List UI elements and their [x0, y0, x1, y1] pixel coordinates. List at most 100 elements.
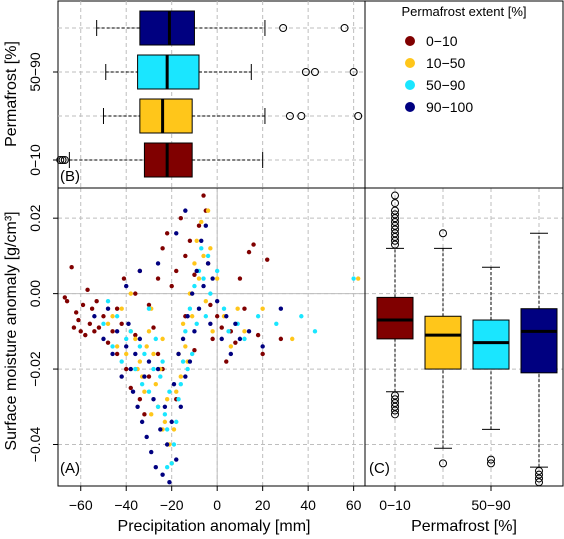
legend-frame: [365, 1, 563, 188]
panel-a-point: [165, 427, 169, 431]
panel-a-point: [195, 269, 199, 273]
panel-a-point: [199, 246, 203, 250]
panel-a-point: [151, 367, 155, 371]
panel-a-point: [119, 322, 123, 326]
panel-a-point: [229, 352, 233, 356]
panel-a-point: [138, 344, 142, 348]
panel-a-point: [256, 314, 260, 318]
legend: Permafrost extent [%] 0−1010−5050−9090−1…: [365, 1, 563, 188]
panel-a-point: [144, 435, 148, 439]
panel-a-point: [160, 472, 164, 476]
panel-a-point: [101, 337, 105, 341]
panel-a-point: [110, 314, 114, 318]
panel-a-point: [94, 299, 98, 303]
panel-a-point: [170, 461, 174, 465]
panel-a-point: [163, 412, 167, 416]
panel-a-point: [133, 337, 137, 341]
panel-a-point: [220, 325, 224, 329]
panel-a-point: [199, 220, 203, 224]
panel-a-point: [156, 367, 160, 371]
panel-a-point: [210, 276, 214, 280]
panel-a-point: [190, 352, 194, 356]
panel-a-xlabel: Precipitation anomaly [mm]: [118, 518, 311, 535]
panel-a-point: [183, 374, 187, 378]
panel-a-xtick-label: −40: [114, 497, 138, 513]
panel-a-xtick-label: 40: [300, 497, 316, 513]
panel-a-point: [165, 442, 169, 446]
panel-a-point: [222, 307, 226, 311]
panel-a-point: [147, 307, 151, 311]
panel-a-point: [208, 322, 212, 326]
panel-a-point: [290, 337, 294, 341]
panel-c-xtick-label: 50−90: [471, 497, 511, 513]
panel-a-point: [140, 382, 144, 386]
panel-a-point: [81, 303, 85, 307]
panel-a-point: [133, 367, 137, 371]
panel-c-xtick-label: 0−10: [379, 497, 411, 513]
panel-a-point: [129, 291, 133, 295]
panel-a-point: [279, 337, 283, 341]
panel-a-point: [147, 374, 151, 378]
panel-a-ytick-label: 0.00: [27, 280, 43, 307]
panel-a-point: [351, 276, 355, 280]
panel-a-point: [201, 276, 205, 280]
panel-a-point: [167, 480, 171, 484]
panel-b-ytick-label: 0−10: [27, 144, 43, 176]
panel-c-box: [521, 309, 557, 373]
panel-a-point: [92, 314, 96, 318]
panel-a-point: [138, 337, 142, 341]
panel-a-point: [115, 314, 119, 318]
panel-a-ytick-label: 0.02: [27, 204, 43, 231]
panel-a-point: [115, 329, 119, 333]
panel-a-point: [144, 344, 148, 348]
panel-a-ytick-label: −0.02: [27, 351, 43, 387]
panel-a-point: [210, 329, 214, 333]
panel-a-point: [204, 224, 208, 228]
panel-a-point: [142, 412, 146, 416]
panel-a-point: [170, 420, 174, 424]
panel-a-point: [188, 239, 192, 243]
panel-b-ytick-label: 50−90: [27, 52, 43, 92]
panel-a-point: [176, 352, 180, 356]
panel-a-point: [260, 307, 264, 311]
panel-a-point: [156, 276, 160, 280]
panel-a-point: [179, 382, 183, 386]
panel-a-point: [163, 420, 167, 424]
panel-a-point: [172, 427, 176, 431]
panel-a-point: [204, 299, 208, 303]
panel-a-point: [215, 276, 219, 280]
panel-a-point: [167, 389, 171, 393]
panel-c-box: [377, 297, 413, 338]
panel-a-point: [156, 405, 160, 409]
panel-a-xtick-label: −60: [69, 497, 93, 513]
panel-a-point: [131, 389, 135, 393]
panel-a-point: [151, 352, 155, 356]
panel-a-point: [260, 352, 264, 356]
panel-a-point: [110, 352, 114, 356]
panel-a-point: [251, 242, 255, 246]
panel-a-point: [147, 303, 151, 307]
panel-a-point: [201, 193, 205, 197]
panel-a-point: [138, 359, 142, 363]
panel-a-point: [115, 307, 119, 311]
panel-b-label: (B): [60, 168, 80, 185]
panel-a-point: [160, 337, 164, 341]
panel-a-point: [179, 216, 183, 220]
panel-b-box: [140, 11, 195, 45]
panel-b-boxplot: 0−10 50−90: [27, 1, 365, 188]
panel-a-point: [97, 325, 101, 329]
panel-a-point: [151, 397, 155, 401]
panel-a-point: [154, 337, 158, 341]
panel-a-point: [158, 427, 162, 431]
panel-a-point: [313, 329, 317, 333]
panel-a-point: [165, 231, 169, 235]
panel-a-point: [79, 329, 83, 333]
panel-a-point: [106, 340, 110, 344]
panel-a-point: [226, 329, 230, 333]
panel-a-label: (A): [60, 460, 80, 477]
panel-a-point: [188, 307, 192, 311]
panel-a-point: [124, 337, 128, 341]
panel-c-xlabel: Permafrost [%]: [411, 518, 517, 535]
panel-a-point: [195, 322, 199, 326]
panel-c-box: [473, 320, 509, 369]
